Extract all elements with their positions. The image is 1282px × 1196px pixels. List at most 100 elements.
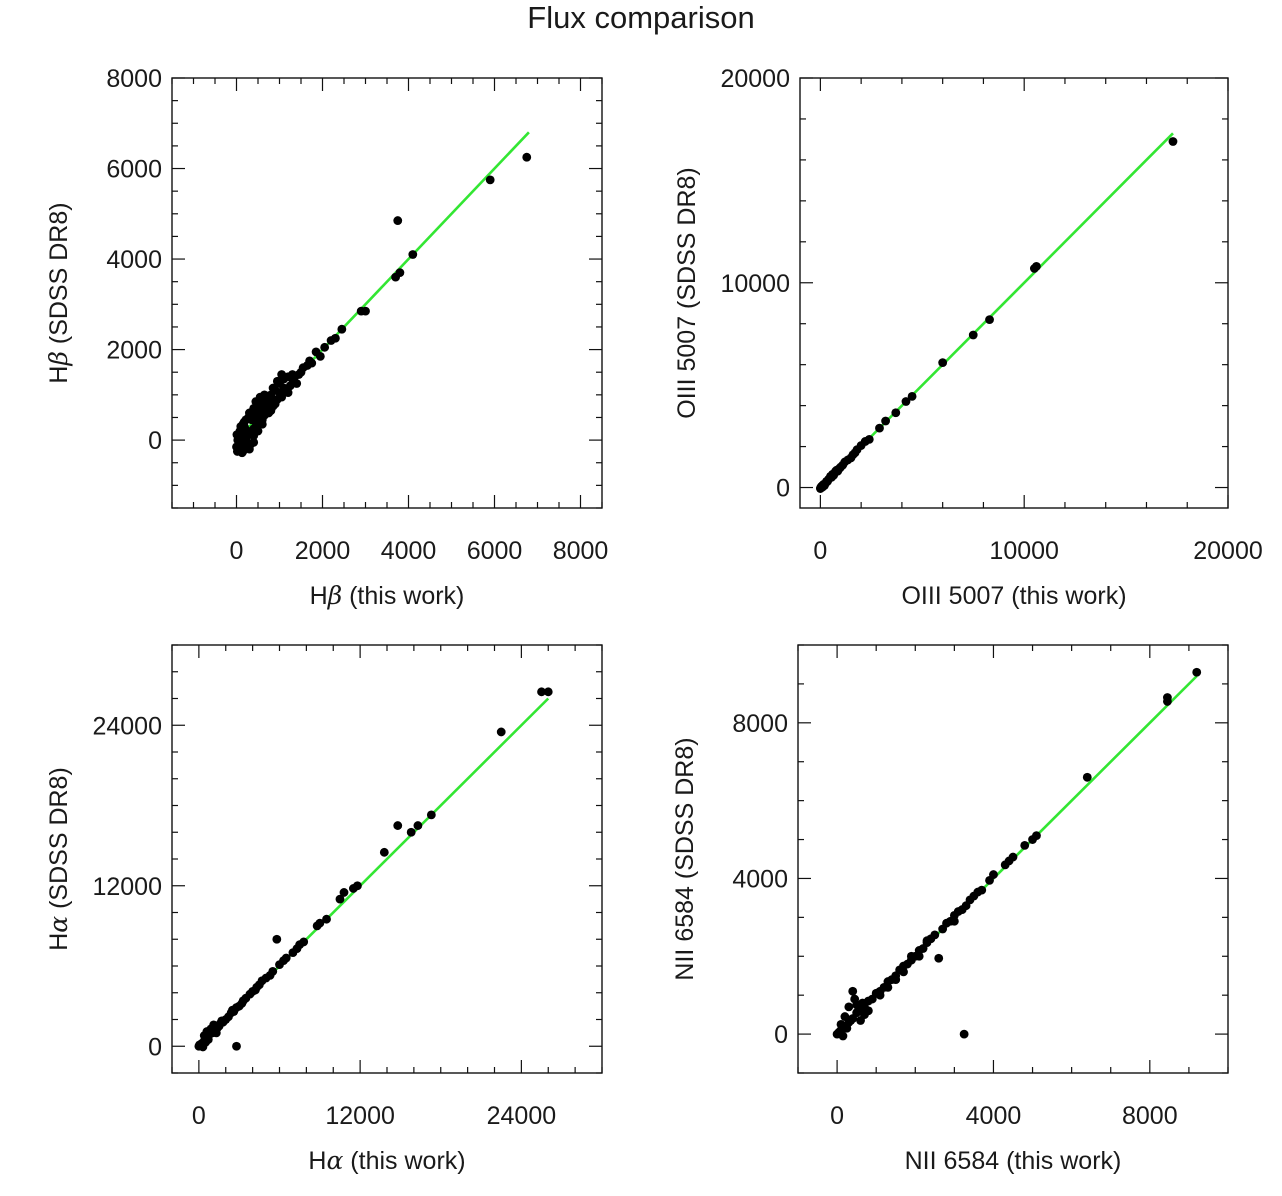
y-tick-label: 0 [148,1033,162,1061]
data-point [228,1005,237,1015]
data-point [949,916,959,926]
data-point [1163,697,1172,706]
y-tick-label: 0 [774,1021,788,1049]
data-point [260,397,269,407]
data-point [294,370,304,379]
data-point [938,358,948,368]
x-axis-label: Hα (this work) [308,1146,465,1175]
data-point [262,406,271,416]
data-point [245,440,255,450]
data-point [249,431,259,440]
data-point [335,894,345,904]
x-tick-label: 12000 [325,1102,395,1130]
data-point [238,419,248,429]
x-tick-label: 2000 [295,537,351,565]
data-point [265,970,275,980]
data-point [844,1002,854,1012]
y-axis-label: Hα (SDSS DR8) [44,767,73,951]
data-point [914,951,924,961]
data-point [875,990,885,1000]
y-tick-label: 4000 [732,865,788,893]
data-point [901,397,911,406]
data-point [272,376,282,386]
y-axis-label: NII 6584 (SDSS DR8) [671,737,699,980]
data-point [968,330,978,340]
data-point [235,432,245,441]
y-axis-label-suffix: (SDSS DR8) [45,202,73,351]
data-point [543,687,553,697]
data-point [326,336,336,345]
data-point [379,847,389,857]
data-point [349,884,358,893]
y-tick-label: 8000 [106,65,162,93]
data-point [1168,137,1178,146]
data-point [279,956,288,966]
data-point [320,342,330,352]
data-point [485,175,495,185]
x-axis-label-greek: α [326,1146,343,1175]
data-point [312,921,322,931]
data-point [863,1006,873,1016]
data-point [277,370,287,379]
data-point [1082,772,1092,782]
panel-top-left: 0 2000 4000 6000 8000 0 2000 4000 6000 8000 Hβ (th… [44,65,608,610]
data-point [408,250,418,259]
data-point [232,1041,241,1051]
data-point [266,392,276,402]
data-point [922,936,932,946]
data-point [836,1019,846,1029]
y-tick-label: 0 [148,427,162,455]
y-axis-label-text: H [45,366,73,384]
data-point [295,940,305,949]
data-point [1028,835,1037,844]
data-point [858,998,867,1008]
data-point [249,408,259,418]
data-point [883,983,893,992]
data-point [906,951,916,961]
x-axis-label-text: NII 6584 (this work) [905,1147,1122,1175]
chart-title: Flux comparison [527,0,755,35]
x-axis-label: Hβ (this work) [310,581,465,610]
data-point [1029,264,1039,273]
x-tick-label: 4000 [966,1102,1022,1130]
y-tick-label: 12000 [92,873,162,901]
x-tick-label: 4000 [381,537,437,565]
data-point [238,996,248,1006]
panel-top-right: 0 10000 20000 0 10000 20000 OIII 5007 (this wo… [673,65,1263,610]
x-tick-label: 0 [813,537,827,565]
data-point [891,975,901,985]
data-point [522,152,532,162]
data-point [217,1016,227,1026]
data-point [311,347,321,357]
x-axis-label-suffix: (this work) [342,582,464,610]
x-tick-label: 0 [230,537,244,565]
x-tick-label: 6000 [467,537,523,565]
data-point [201,1037,210,1047]
x-tick-label: 8000 [553,537,609,565]
x-tick-label: 20000 [1193,537,1263,565]
data-point [298,363,308,373]
x-axis-label-greek: β [327,581,342,610]
data-point [891,408,901,418]
y-axis-label-greek: β [44,351,73,366]
y-axis-label: OIII 5007 (SDSS DR8) [673,167,701,418]
x-tick-label: 24000 [487,1102,557,1130]
data-point [938,924,948,934]
data-point [268,383,278,393]
data-point [985,876,994,885]
x-axis-label: NII 6584 (this work) [905,1147,1122,1175]
y-tick-label: 24000 [92,712,162,740]
plot-frame [797,644,1229,1074]
data-point [835,463,845,473]
data-point [537,687,546,697]
plot-frame [799,77,1229,509]
y-axis-label: Hβ (SDSS DR8) [44,202,73,383]
y-tick-label: 2000 [106,337,162,365]
y-axis-label-text: OIII 5007 (SDSS DR8) [673,167,701,418]
x-axis-label: OIII 5007 (this work) [901,582,1126,610]
data-point [393,216,403,225]
x-axis-label-text: OIII 5007 (this work) [901,582,1126,610]
data-point [985,315,994,325]
